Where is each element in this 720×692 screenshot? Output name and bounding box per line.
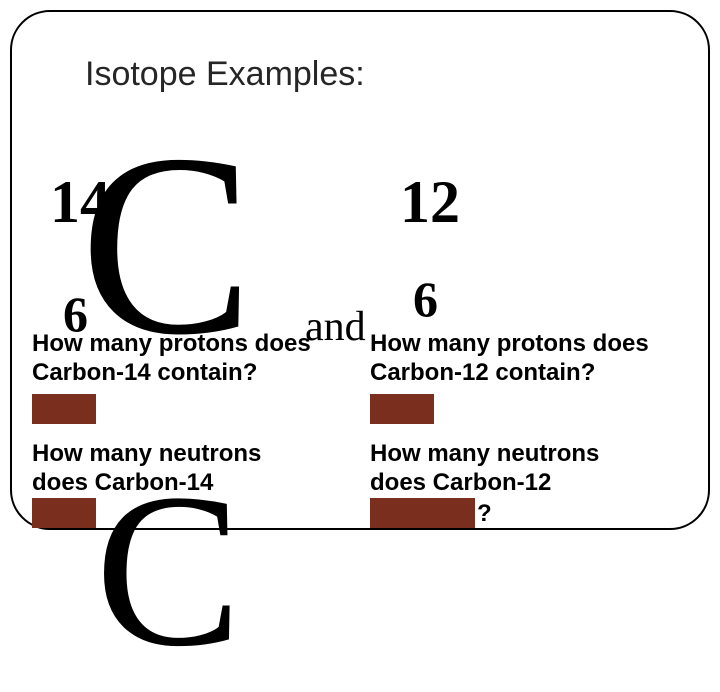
partial-symbol: C xyxy=(95,460,242,680)
question-4: How many neutrons does Carbon-12 xyxy=(370,440,599,498)
mass-number-left: 14 xyxy=(50,168,110,237)
question-2-line1: How many protons does xyxy=(370,330,649,357)
connector-text: and xyxy=(305,303,366,351)
question-2-line2: Carbon-12 contain? xyxy=(370,359,595,386)
atomic-number-right: 6 xyxy=(413,270,438,328)
answer-cover-2 xyxy=(370,394,434,424)
answer-cover-4 xyxy=(370,498,475,528)
page-title: Isotope Examples: xyxy=(85,55,365,94)
answer-cover-1 xyxy=(32,394,96,424)
question-2: How many protons does Carbon-12 contain? xyxy=(370,330,649,388)
question-1-line2: Carbon-14 contain? xyxy=(32,359,257,386)
question-4-trail: ? xyxy=(477,500,492,528)
question-4-line1: How many neutrons xyxy=(370,440,599,467)
question-1: How many protons does Carbon-14 contain? xyxy=(32,330,311,388)
answer-cover-3 xyxy=(32,498,96,528)
question-4-line2: does Carbon-12 xyxy=(370,469,551,496)
mass-number-right: 12 xyxy=(400,168,460,237)
question-1-line1: How many protons does xyxy=(32,330,311,357)
